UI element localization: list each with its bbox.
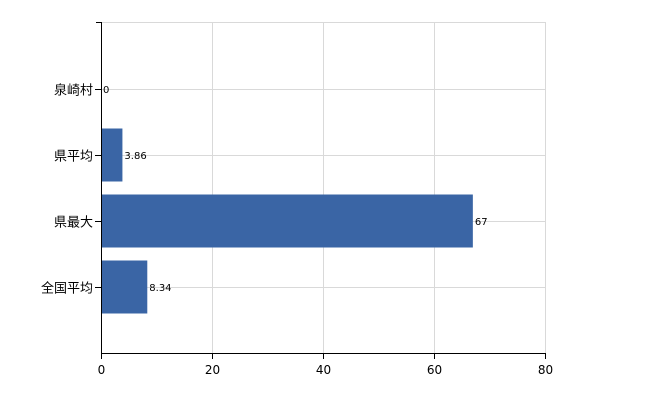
data-label: 67	[475, 217, 488, 228]
data-label: 0	[103, 85, 109, 96]
category-label: 全国平均	[41, 281, 93, 297]
x-tick-label: 0	[98, 363, 106, 377]
x-tick-label: 60	[427, 363, 442, 377]
bar	[101, 194, 473, 248]
data-label: 8.34	[149, 283, 171, 294]
axes	[95, 22, 546, 359]
grid-lines	[101, 22, 546, 353]
bar	[101, 128, 123, 182]
x-tick-label: 80	[538, 363, 553, 377]
x-tick-label: 20	[205, 363, 220, 377]
bars	[101, 128, 473, 314]
data-label: 3.86	[124, 151, 146, 162]
bar	[101, 260, 148, 314]
category-label: 県平均	[54, 150, 93, 165]
category-label: 県最大	[54, 216, 93, 231]
category-label: 泉崎村	[54, 83, 93, 99]
x-tick-label: 40	[316, 363, 331, 377]
